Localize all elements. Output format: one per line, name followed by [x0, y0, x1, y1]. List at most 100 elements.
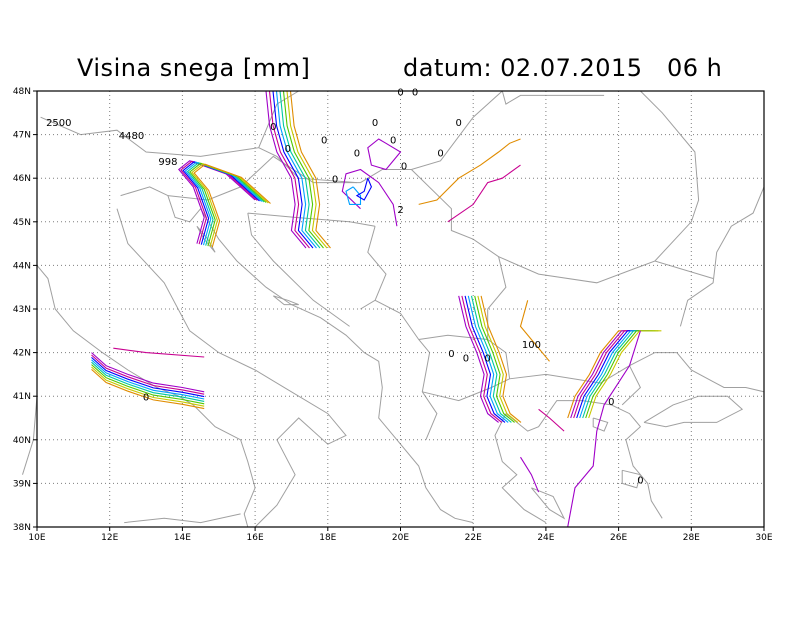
contour-value-label: 0	[401, 162, 407, 173]
y-tick-label: 38N	[13, 523, 31, 533]
contour-line	[470, 295, 512, 423]
coastline-segment	[679, 186, 765, 327]
coastline-segment	[531, 487, 566, 520]
coastline-segment	[501, 90, 605, 105]
y-tick-label: 44N	[13, 261, 31, 271]
contour-value-label: 0	[637, 475, 643, 486]
coastline-segment	[676, 352, 765, 393]
y-tick-label: 48N	[13, 87, 31, 97]
x-tick-label: 18E	[319, 533, 336, 543]
x-tick-label: 26E	[610, 533, 627, 543]
x-tick-label: 30E	[755, 533, 772, 543]
contour-value-label: 0	[285, 144, 291, 155]
y-tick-label: 47N	[13, 131, 31, 141]
coastline-segment	[643, 395, 744, 428]
snow-contours	[91, 90, 662, 528]
x-tick-label: 12E	[101, 533, 118, 543]
date-label: datum: 02.07.2015 06 h	[403, 54, 723, 82]
coastline-segment	[124, 513, 241, 524]
contour-line	[519, 300, 550, 362]
contour-value-label: 0	[437, 148, 443, 159]
contour-value-label: 0	[448, 349, 454, 360]
contour-line	[588, 330, 662, 419]
x-tick-label: 14E	[174, 533, 191, 543]
contour-value-label: 0	[372, 118, 378, 129]
coastline-segment	[494, 413, 547, 524]
contour-line	[458, 295, 499, 423]
contour-line	[418, 138, 521, 205]
contour-line	[467, 295, 509, 423]
contour-line	[91, 361, 205, 402]
coastline-segment	[247, 212, 376, 227]
y-tick-label: 46N	[13, 174, 31, 184]
y-tick-label: 43N	[13, 305, 31, 315]
contour-value-label: 2	[397, 205, 403, 216]
contour-line	[268, 90, 310, 249]
contour-value-label: 0	[143, 393, 149, 404]
contour-line	[193, 163, 271, 248]
contour-line	[91, 354, 205, 395]
contour-value-label: 0	[270, 122, 276, 133]
coastlines-and-borders	[22, 90, 765, 528]
contour-line	[367, 138, 402, 171]
coastline-segment	[167, 90, 503, 201]
contour-line	[341, 168, 398, 227]
contour-value-label: 0	[390, 135, 396, 146]
contour-value-label: 0	[456, 118, 462, 129]
contour-value-label: 0	[485, 353, 491, 364]
map-frame	[36, 90, 765, 528]
contour-line	[480, 295, 522, 423]
coastline-segment	[505, 400, 663, 519]
contour-value-label: 0	[354, 148, 360, 159]
contour-line	[184, 161, 263, 246]
contour-line	[113, 347, 205, 358]
x-tick-label: 16E	[247, 533, 264, 543]
contour-value-label: 4480	[119, 131, 144, 142]
contour-line	[265, 90, 307, 249]
contour-line	[567, 330, 641, 528]
contour-line	[272, 90, 314, 249]
x-tick-label: 22E	[465, 533, 482, 543]
contour-value-label: 0	[412, 87, 418, 98]
contour-line	[91, 356, 205, 398]
contour-line	[447, 164, 521, 223]
x-tick-label: 20E	[392, 533, 409, 543]
contour-line	[461, 295, 503, 423]
contour-value-label: 0	[332, 175, 338, 186]
contour-line	[289, 90, 331, 249]
contour-line	[355, 177, 373, 201]
contour-line	[464, 295, 506, 423]
contour-value-label: 0	[608, 397, 614, 408]
coastline-segment	[40, 90, 299, 157]
contour-line	[538, 408, 565, 432]
contour-line	[474, 295, 515, 423]
x-tick-label: 24E	[537, 533, 554, 543]
coastline-segment	[640, 90, 700, 262]
coastline-segment	[422, 352, 677, 402]
coastline-segment	[621, 365, 642, 406]
contour-line	[91, 359, 205, 400]
coastline-segment	[621, 469, 642, 489]
y-tick-label: 41N	[13, 392, 31, 402]
graticule-grid	[37, 91, 764, 527]
contour-line	[91, 366, 205, 407]
contour-value-label: 0	[321, 135, 327, 146]
y-tick-label: 40N	[13, 436, 31, 446]
contour-line	[91, 364, 205, 405]
coastline-segment	[116, 208, 347, 528]
contour-value-label: 2500	[46, 118, 71, 129]
coastline-segment	[374, 299, 438, 440]
coastline-segment	[360, 226, 387, 310]
contour-value-label: 0	[397, 87, 403, 98]
contour-line	[279, 90, 321, 249]
contour-line	[275, 90, 317, 249]
y-tick-label: 45N	[13, 218, 31, 228]
contour-line	[286, 90, 328, 249]
x-tick-label: 28E	[683, 533, 700, 543]
contour-value-label: 0	[463, 353, 469, 364]
map-title: Visina snega [mm]	[77, 54, 311, 82]
contour-line	[91, 368, 205, 410]
contour-line	[520, 456, 540, 493]
